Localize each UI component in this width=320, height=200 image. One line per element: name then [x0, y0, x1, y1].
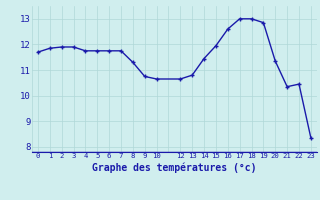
X-axis label: Graphe des températures (°c): Graphe des températures (°c) [92, 162, 257, 173]
